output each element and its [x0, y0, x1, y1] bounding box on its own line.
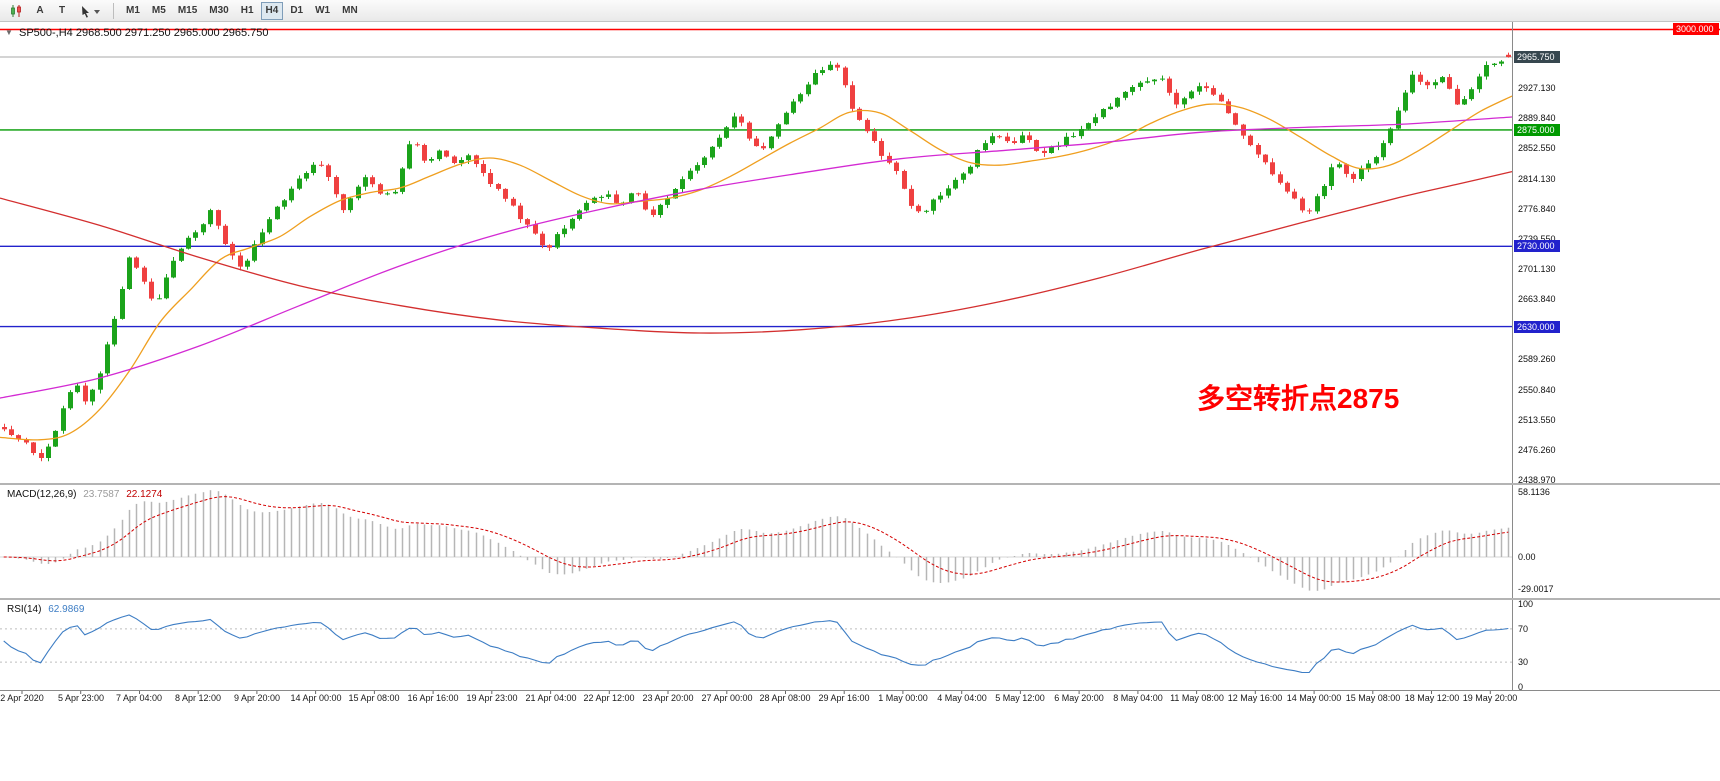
timeframe-group: M1 M5 M15 M30 H1 H4 D1 W1 MN [120, 0, 364, 21]
price-line-badge-2965.750: 2965.750 [1514, 51, 1560, 63]
time-axis-label: 29 Apr 16:00 [818, 693, 870, 703]
toolbar-separator [113, 2, 114, 19]
time-axis-label: 5 May 12:00 [995, 693, 1045, 703]
rsi-value: 62.9869 [48, 604, 85, 615]
rsi-indicator-label: RSI(14) 62.9869 [7, 604, 84, 615]
macd-scale-label: 58.1136 [1518, 487, 1550, 497]
chart-title-bar: ▼ SP500-,H4 2968.500 2971.250 2965.000 2… [5, 27, 269, 39]
timeframe-button-mn[interactable]: MN [342, 5, 358, 16]
time-axis-label: 28 Apr 08:00 [759, 693, 811, 703]
time-axis-label: 1 May 00:00 [878, 693, 928, 703]
macd-pane[interactable] [0, 490, 1512, 591]
drawing-tools-dropdown[interactable] [74, 2, 106, 20]
macd-scale-label: 0.00 [1518, 552, 1536, 562]
macd-main-value: 23.7587 [83, 489, 120, 500]
price-line-badge-3000.000: 3000.000 [1673, 23, 1719, 35]
time-axis-separator [0, 690, 1720, 691]
timeframe-button-m30[interactable]: M30 [209, 5, 229, 16]
price-scale-label: 2476.260 [1518, 445, 1556, 455]
price-scale[interactable]: 2965.750 2927.130 2889.840 2852.550 2814.130… [1512, 0, 1720, 760]
rsi-line [3, 614, 1509, 674]
ma-slow-red [0, 170, 1513, 334]
timeframe-button-h4[interactable]: H4 [260, 1, 284, 20]
time-axis-label: 22 Apr 12:00 [583, 693, 635, 703]
macd-indicator-label: MACD(12,26,9) 23.7587 22.1274 [7, 489, 162, 500]
price-line-badge-2630.000: 2630.000 [1514, 321, 1560, 333]
time-axis-label: 14 Apr 00:00 [290, 693, 342, 703]
time-axis-label: 14 May 00:00 [1286, 693, 1342, 703]
price-scale-label: 2513.550 [1518, 415, 1556, 425]
time-ticks-group [21, 691, 1491, 694]
time-axis-label: 2 Apr 2020 [0, 693, 44, 703]
price-line-badge-2730.000: 2730.000 [1514, 240, 1560, 252]
time-axis-label: 4 May 04:00 [937, 693, 987, 703]
timeframe-button-d1[interactable]: D1 [290, 5, 304, 16]
price-scale-label: 2927.130 [1518, 83, 1556, 93]
rsi-name: RSI(14) [7, 604, 42, 615]
time-axis-label: 9 Apr 20:00 [233, 693, 281, 703]
symbol-ohlc-title: SP500-,H4 2968.500 2971.250 2965.000 296… [18, 27, 269, 39]
timeframe-button-w1[interactable]: W1 [315, 5, 331, 16]
time-axis-label: 19 Apr 23:00 [466, 693, 518, 703]
rsi-scale-label: 100 [1518, 599, 1534, 609]
time-axis-label: 6 May 20:00 [1054, 693, 1104, 703]
macd-name: MACD(12,26,9) [7, 489, 77, 500]
time-axis-label: 7 Apr 04:00 [115, 693, 163, 703]
chart-candles-icon[interactable] [4, 2, 28, 20]
timeframe-button-m1[interactable]: M1 [126, 5, 140, 16]
price-line-badge-2875.000: 2875.000 [1514, 124, 1560, 136]
rsi-pane[interactable] [0, 614, 1512, 674]
rsi-scale-label: 70 [1518, 624, 1529, 634]
price-scale-label: 2889.840 [1518, 113, 1556, 123]
time-axis-label: 21 Apr 04:00 [525, 693, 577, 703]
rsi-scale-label: 30 [1518, 657, 1529, 667]
macd-scale-label: -29.0017 [1518, 584, 1554, 594]
rsi-scale-label: 0 [1518, 682, 1524, 692]
time-axis-label: 15 May 08:00 [1345, 693, 1401, 703]
ma-fast-orange [0, 95, 1513, 441]
price-scale-label: 2739.550 [1518, 234, 1556, 244]
time-axis-label: 5 Apr 23:00 [57, 693, 105, 703]
price-scale-label: 2814.130 [1518, 174, 1556, 184]
price-scale-label: 2550.840 [1518, 385, 1556, 395]
price-scale-label: 2438.970 [1518, 475, 1556, 485]
price-scale-label: 2776.840 [1518, 204, 1556, 214]
time-axis-label: 27 Apr 00:00 [701, 693, 753, 703]
time-axis-label: 8 May 04:00 [1113, 693, 1163, 703]
macd-signal-value: 22.1274 [126, 489, 163, 500]
text-annotation-tool[interactable]: A [36, 5, 44, 16]
time-axis-label: 16 Apr 16:00 [407, 693, 459, 703]
price-scale-label: 2701.130 [1518, 264, 1556, 274]
price-scale-label: 2589.260 [1518, 354, 1556, 364]
time-axis-label: 11 May 08:00 [1170, 693, 1224, 703]
text-tool[interactable]: T [58, 5, 66, 16]
pane-splitter-rsi[interactable] [0, 598, 1720, 600]
time-axis-label: 23 Apr 20:00 [642, 693, 694, 703]
timeframe-button-m15[interactable]: M15 [177, 5, 198, 16]
chart-text-annotation: 多空转折点2875 [1197, 383, 1400, 414]
macd-signal-line [3, 496, 1509, 583]
timeframe-button-h1[interactable]: H1 [240, 5, 254, 16]
macd-histogram [10, 490, 1510, 591]
ma-medium-magenta [0, 116, 1513, 399]
time-axis[interactable]: 2 Apr 2020 5 Apr 23:00 7 Apr 04:00 8 Apr 12… [0, 691, 1712, 705]
chart-canvas[interactable] [0, 0, 1720, 760]
time-axis-label: 18 May 12:00 [1404, 693, 1460, 703]
timeframe-button-m5[interactable]: M5 [151, 5, 166, 16]
collapse-triangle-icon[interactable]: ▼ [5, 28, 13, 37]
time-axis-label: 8 Apr 12:00 [174, 693, 222, 703]
time-axis-label: 12 May 16:00 [1227, 693, 1283, 703]
price-scale-label: 2663.840 [1518, 294, 1556, 304]
time-axis-label: 15 Apr 08:00 [348, 693, 400, 703]
pane-splitter-macd[interactable] [0, 483, 1720, 485]
price-scale-label: 2852.550 [1518, 143, 1556, 153]
main-chart-pane[interactable] [0, 28, 1720, 462]
time-axis-label: 19 May 20:00 [1462, 693, 1518, 703]
price-scale-border [1512, 22, 1513, 691]
